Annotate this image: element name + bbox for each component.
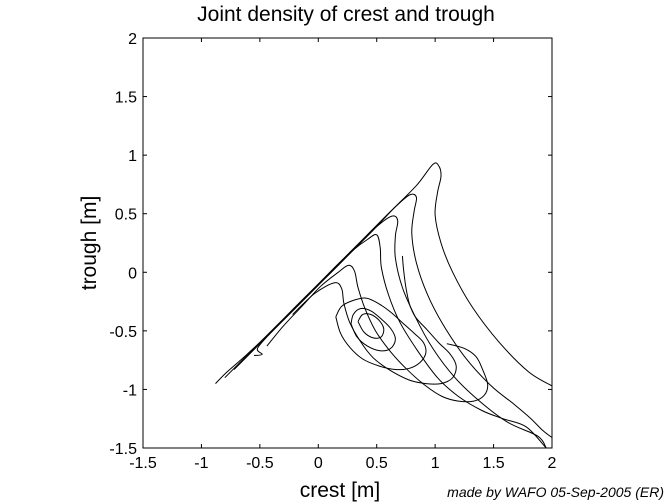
x-tick-label: -1.5 — [129, 455, 157, 472]
y-tick-label: 1.5 — [115, 90, 137, 107]
contour-line-level-5 — [266, 264, 489, 403]
contour-line-level-3 — [233, 215, 547, 449]
y-tick-label: 0.5 — [115, 207, 137, 224]
chart-title: Joint density of crest and trough — [197, 3, 495, 26]
contour-line-level-7 — [335, 297, 427, 371]
x-axis-ticks: -1.5 -1 -0.5 0 0.5 1 1.5 2 — [129, 38, 557, 472]
x-tick-label: 0 — [314, 455, 323, 472]
y-tick-label: 0 — [128, 265, 137, 282]
y-tick-label: -0.5 — [109, 324, 137, 341]
y-axis-ticks: -1.5 -1 -0.5 0 0.5 1 1.5 2 — [109, 31, 552, 458]
x-axis-label: crest [m] — [300, 479, 381, 502]
y-tick-label: 1 — [128, 148, 137, 165]
contour-line-level-1 — [215, 162, 553, 387]
x-tick-label: 2 — [548, 455, 557, 472]
footnote-credit: made by WAFO 05-Sep-2005 (ER) — [447, 484, 664, 500]
contour-lines — [215, 162, 553, 449]
y-tick-label: -1 — [123, 382, 137, 399]
x-tick-label: 0.5 — [366, 455, 388, 472]
plot-area-frame — [142, 37, 553, 449]
contour-line-level-2 — [224, 193, 553, 438]
y-tick-label: 2 — [128, 31, 137, 48]
contour-line-level-6 — [292, 255, 457, 385]
x-tick-label: -1 — [194, 455, 208, 472]
y-tick-label: -1.5 — [109, 441, 137, 458]
contour-line-level-9 — [357, 313, 385, 339]
x-tick-label: -0.5 — [246, 455, 274, 472]
x-tick-label: 1.5 — [482, 455, 504, 472]
contour-line-level-8 — [350, 307, 396, 352]
contour-line-level-4 — [253, 233, 547, 449]
x-tick-label: 1 — [431, 455, 440, 472]
y-axis-label: trough [m] — [78, 196, 101, 291]
